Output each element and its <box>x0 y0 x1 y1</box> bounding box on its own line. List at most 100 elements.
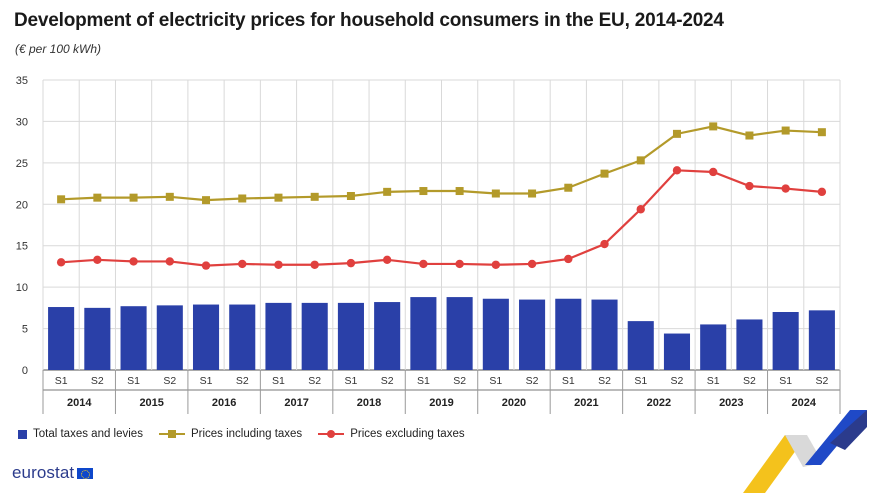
year-label: 2017 <box>284 397 308 409</box>
point-prices-incl-taxes <box>781 126 790 135</box>
bar-total-taxes <box>301 302 328 370</box>
legend-item-bars: Total taxes and levies <box>18 428 143 440</box>
chart-svg: 0 5 10 15 20 25 30 35 S1 S2 S1 S2 S1 S2 S1 S2 S1 S2 S1 S2 S1… <box>16 75 841 414</box>
point-prices-excl-taxes <box>527 259 537 269</box>
bar-total-taxes <box>700 324 727 370</box>
point-prices-incl-taxes <box>528 189 537 198</box>
point-prices-incl-taxes <box>93 193 102 202</box>
chart-legend: Total taxes and levies Prices including … <box>18 428 481 440</box>
bar-total-taxes <box>229 304 256 370</box>
x-tick-label: S2 <box>598 375 611 387</box>
year-label: 2022 <box>647 397 671 409</box>
corner-decoration-icon <box>743 410 867 493</box>
eu-flag-icon <box>77 467 94 479</box>
x-tick-label: S2 <box>526 375 539 387</box>
x-tick-label: S2 <box>308 375 321 387</box>
chart-subtitle: (€ per 100 kWh) <box>15 42 102 56</box>
legend-label-incl: Prices including taxes <box>190 428 303 440</box>
point-prices-incl-taxes <box>491 189 500 198</box>
y-tick-label: 25 <box>16 158 28 170</box>
x-tick-label: S1 <box>200 375 213 387</box>
legend-swatch-excl <box>318 429 345 439</box>
point-prices-incl-taxes <box>564 183 573 192</box>
point-prices-excl-taxes <box>274 260 283 269</box>
legend-item-excl: Prices excluding taxes <box>318 428 465 440</box>
line-prices-excl-taxes <box>61 169 822 267</box>
point-prices-excl-taxes <box>382 255 392 264</box>
legend-item-incl: Prices including taxes <box>158 428 303 440</box>
logo-text: eurostat <box>12 463 75 482</box>
bar-total-taxes <box>446 297 473 370</box>
x-tick-label: S2 <box>163 375 176 387</box>
x-tick-label: S2 <box>91 375 104 387</box>
point-prices-incl-taxes <box>57 195 66 204</box>
bar-total-taxes <box>156 305 183 370</box>
year-label: 2023 <box>719 397 743 409</box>
year-label: 2021 <box>574 397 598 409</box>
x-tick-label: S1 <box>127 375 140 387</box>
point-prices-excl-taxes <box>455 259 464 269</box>
point-prices-incl-taxes <box>817 128 826 137</box>
bar-total-taxes <box>410 297 437 370</box>
legend-swatch-incl <box>158 429 185 439</box>
x-tick-label: S2 <box>381 375 394 387</box>
point-prices-excl-taxes <box>745 181 754 191</box>
x-tick-label: S1 <box>562 375 575 387</box>
point-prices-excl-taxes <box>636 205 645 214</box>
bar-total-taxes <box>48 307 75 370</box>
bar-total-taxes <box>192 304 220 370</box>
point-prices-excl-taxes <box>129 257 138 266</box>
point-prices-excl-taxes <box>564 254 573 264</box>
point-prices-incl-taxes <box>636 156 645 165</box>
legend-swatch-bar <box>18 429 27 439</box>
y-tick-label: 30 <box>16 116 28 128</box>
point-prices-incl-taxes <box>709 122 718 131</box>
x-tick-label: S1 <box>417 375 430 387</box>
point-prices-incl-taxes <box>310 192 319 201</box>
bar-total-taxes <box>772 312 799 370</box>
bar-total-taxes <box>736 319 763 370</box>
point-prices-excl-taxes <box>600 239 609 249</box>
x-tick-label: S2 <box>236 375 249 387</box>
point-prices-excl-taxes <box>238 259 247 269</box>
point-prices-excl-taxes <box>310 260 319 269</box>
bar-total-taxes <box>265 302 292 370</box>
y-tick-label: 5 <box>22 324 28 336</box>
year-label: 2019 <box>429 397 453 409</box>
bar-total-taxes <box>627 321 654 370</box>
point-prices-incl-taxes <box>745 131 754 140</box>
point-prices-excl-taxes <box>709 167 718 177</box>
point-prices-incl-taxes <box>274 193 283 202</box>
bar-total-taxes <box>591 299 618 370</box>
bar-total-taxes <box>808 310 835 370</box>
x-tick-label: S1 <box>345 375 358 387</box>
x-tick-label: S1 <box>707 375 720 387</box>
point-prices-excl-taxes <box>201 261 211 270</box>
bar-total-taxes <box>663 333 691 370</box>
legend-label-excl: Prices excluding taxes <box>350 428 465 440</box>
y-tick-label: 15 <box>16 241 28 253</box>
year-label: 2016 <box>212 397 236 409</box>
point-prices-incl-taxes <box>600 169 609 178</box>
y-tick-label: 20 <box>16 199 28 211</box>
point-prices-incl-taxes <box>129 193 138 202</box>
year-label: 2014 <box>67 397 92 409</box>
x-tick-label: S2 <box>743 375 756 387</box>
bar-total-taxes <box>120 306 147 370</box>
x-tick-label: S1 <box>634 375 647 387</box>
bar-total-taxes <box>84 307 111 370</box>
bar-total-taxes <box>482 298 509 370</box>
point-prices-excl-taxes <box>817 187 827 197</box>
point-prices-excl-taxes <box>781 184 790 193</box>
point-prices-incl-taxes <box>419 187 428 196</box>
point-prices-incl-taxes <box>455 187 464 196</box>
x-tick-label: S1 <box>272 375 285 387</box>
point-prices-excl-taxes <box>672 166 682 175</box>
x-tick-label: S1 <box>489 375 502 387</box>
bar-total-taxes <box>374 302 401 370</box>
x-tick-label: S2 <box>671 375 684 387</box>
x-tick-label: S1 <box>779 375 792 387</box>
line-prices-incl-taxes <box>61 125 822 202</box>
point-prices-excl-taxes <box>165 257 174 266</box>
point-prices-incl-taxes <box>165 192 174 201</box>
